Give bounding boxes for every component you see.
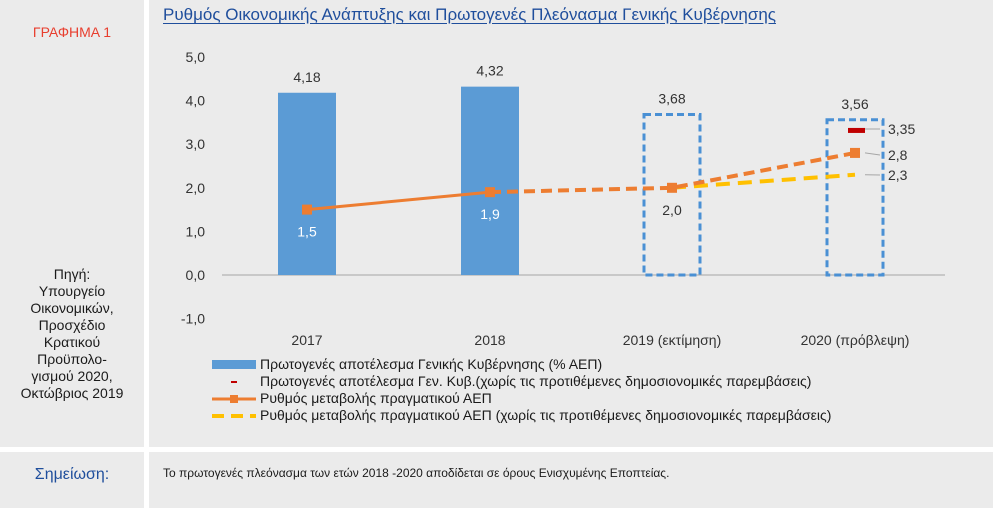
gdp-value-label: 2,0: [662, 202, 682, 218]
gdp-point: [485, 187, 495, 198]
y-tick-label: 2,0: [186, 180, 206, 196]
gdp-point: [302, 204, 312, 215]
value-2020-label: 3,35: [888, 121, 915, 137]
y-tick-label: 5,0: [186, 49, 206, 65]
note-label: Σημείωση:: [34, 466, 110, 483]
legend-swatch-marker: [231, 381, 237, 383]
y-tick-label: 1,0: [186, 223, 206, 239]
primary-no-measures-marker: [848, 127, 865, 133]
gdp-line-solid-segment: [306, 190, 491, 212]
gdp-no-measures-line: [671, 172, 856, 190]
note-text: Το πρωτογενές πλεόνασμα των ετών 2018 -2…: [163, 466, 670, 480]
x-tick-label: 2019 (εκτίμηση): [623, 332, 722, 348]
bar: [461, 86, 519, 275]
x-tick-label: 2020 (πρόβλεψη): [801, 332, 910, 348]
chart-title: Ρυθμός Οικονομικής Ανάπτυξης και Πρωτογε…: [163, 5, 776, 24]
chart: -1,0 0,0 1,0 2,0 3,0 4,0 5,0 2017 2018 2019 (εκτί…: [181, 49, 945, 348]
x-tick-label: 2018: [474, 332, 505, 348]
x-tick-label: 2017: [291, 332, 322, 348]
source-line: Υπουργείο: [38, 283, 106, 299]
leader-line: [864, 152, 881, 156]
sidebar-panel: [0, 0, 144, 447]
source-line: Οικονομικών,: [30, 300, 114, 316]
legend-item: Πρωτογενές αποτέλεσμα Γενικής Κυβέρνησης…: [212, 356, 831, 373]
value-2020-label: 2,8: [888, 147, 908, 163]
bar-value-label: 3,68: [658, 91, 685, 107]
bar-dashed: [642, 113, 702, 277]
legend-item: Πρωτογενές αποτέλεσμα Γεν. Κυβ.(χωρίς τι…: [212, 373, 831, 390]
legend-label: Ρυθμός μεταβολής πραγματικού ΑΕΠ (χωρίς …: [260, 407, 832, 423]
legend-label: Πρωτογενές αποτέλεσμα Γενικής Κυβέρνησης…: [260, 356, 603, 372]
source-line: γισμού 2020,: [31, 368, 113, 384]
source-line: Πηγή:: [53, 266, 91, 282]
source-text: Πηγή: Υπουργείο Οικονομικών, Προσχέδιο Κ…: [0, 266, 144, 402]
gdp-value-label: 1,9: [480, 206, 500, 222]
source-line: Προϋπολο-: [37, 351, 107, 367]
bar-value-label: 4,32: [476, 63, 503, 79]
gdp-point: [850, 147, 860, 158]
bar: [278, 92, 336, 275]
source-line: Οκτώβριος 2019: [20, 385, 124, 401]
y-tick-label: 4,0: [186, 93, 206, 109]
legend-label: Ρυθμός μεταβολής πραγματικού ΑΕΠ: [260, 390, 492, 406]
chart-legend: Πρωτογενές αποτέλεσμα Γενικής Κυβέρνησης…: [212, 356, 831, 424]
bar-value-label: 4,18: [293, 69, 320, 85]
legend-item: Ρυθμός μεταβολής πραγματικού ΑΕΠ: [212, 390, 831, 407]
source-line: Προσχέδιο: [38, 317, 106, 333]
graph-label: ΓΡΑΦΗΜΑ 1: [32, 24, 112, 40]
legend-item: Ρυθμός μεταβολής πραγματικού ΑΕΠ (χωρίς …: [212, 407, 831, 424]
y-tick-label: 0,0: [186, 267, 206, 283]
legend-label: Πρωτογενές αποτέλεσμα Γεν. Κυβ.(χωρίς τι…: [260, 373, 812, 389]
legend-swatch-dashed-line: [212, 414, 256, 418]
source-line: Κρατικού: [43, 334, 101, 350]
legend-swatch-line: [212, 395, 256, 403]
bar-dashed: [825, 118, 885, 277]
note-label-panel: [0, 452, 144, 508]
legend-swatch-bar: [212, 360, 256, 369]
y-tick-label: 3,0: [186, 136, 206, 152]
gdp-line-dashed-segment: [489, 150, 856, 195]
value-2020-label: 2,3: [888, 167, 908, 183]
gdp-point: [667, 182, 677, 193]
gdp-value-label: 1,5: [297, 224, 317, 240]
y-tick-label: -1,0: [181, 311, 205, 327]
note-panel: [149, 452, 993, 508]
bar-value-label: 3,56: [841, 96, 868, 112]
